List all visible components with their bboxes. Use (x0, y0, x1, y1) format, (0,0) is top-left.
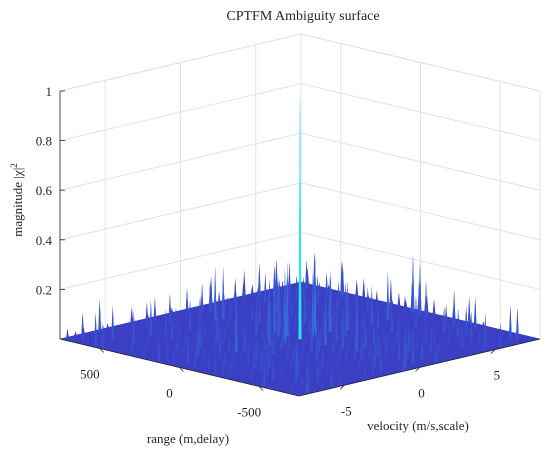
x-axis-label: range (m,delay) (147, 431, 229, 446)
sidelobe-spike-face (433, 299, 436, 316)
sidelobe-spike-face (98, 299, 101, 332)
sidelobe-spike-face (386, 271, 389, 320)
velocity-tick-label: 0 (418, 386, 425, 401)
sidelobe-spike-face (313, 252, 316, 287)
z-tick-label: 0.8 (36, 134, 52, 149)
range-tick-label: 500 (80, 367, 100, 382)
sidelobe-spike-face (94, 312, 97, 346)
sidelobe-spike-face (218, 291, 221, 306)
z-axis-label-power: 2 (9, 163, 19, 168)
sidelobe-spike-face (145, 303, 148, 324)
sidelobe-spike-face (362, 278, 365, 299)
range-tick-label: -500 (237, 405, 261, 420)
sidelobe-spike-face (258, 263, 261, 297)
sidelobe-spike-face (81, 313, 84, 339)
sidelobe-spike-face (264, 273, 267, 302)
z-axis-label: magnitude |χ|2 (9, 163, 25, 237)
sidelobe-spike-face (251, 284, 254, 295)
velocity-tick-label: 5 (494, 368, 501, 383)
sidelobe-spike-face (66, 329, 69, 340)
sidelobe-spike-face (222, 267, 225, 319)
sidelobe-spike-face (516, 308, 519, 340)
sidelobe-spike-face (186, 288, 189, 314)
range-tick-label: 0 (166, 386, 173, 401)
z-gridline (60, 34, 540, 91)
sidelobe-spike-face (482, 322, 485, 328)
sidelobe-spike-face (509, 306, 512, 338)
z-tick-label: 0.6 (36, 183, 53, 198)
z-tick-label: 0.2 (36, 282, 52, 297)
sidelobe-spike-face (445, 304, 448, 326)
z-axis-label-main: magnitude |χ| (10, 168, 25, 237)
y-axis-label: velocity (m/s,scale) (367, 418, 469, 433)
sidelobe-spike-face (465, 306, 468, 335)
velocity-tick-label: -5 (341, 403, 352, 418)
chart-title: CPTFM Ambiguity surface (226, 9, 379, 24)
sidelobe-spike-face (397, 293, 400, 308)
sidelobe-spike-face (153, 298, 156, 322)
sidelobe-spike-face (111, 305, 114, 338)
z-tick-label: 0.4 (36, 233, 53, 248)
sidelobe-spike-face (169, 294, 172, 322)
sidelobe-spike-face (468, 297, 471, 324)
surface-layer (60, 91, 540, 396)
z-tick-label: 1 (46, 84, 53, 99)
